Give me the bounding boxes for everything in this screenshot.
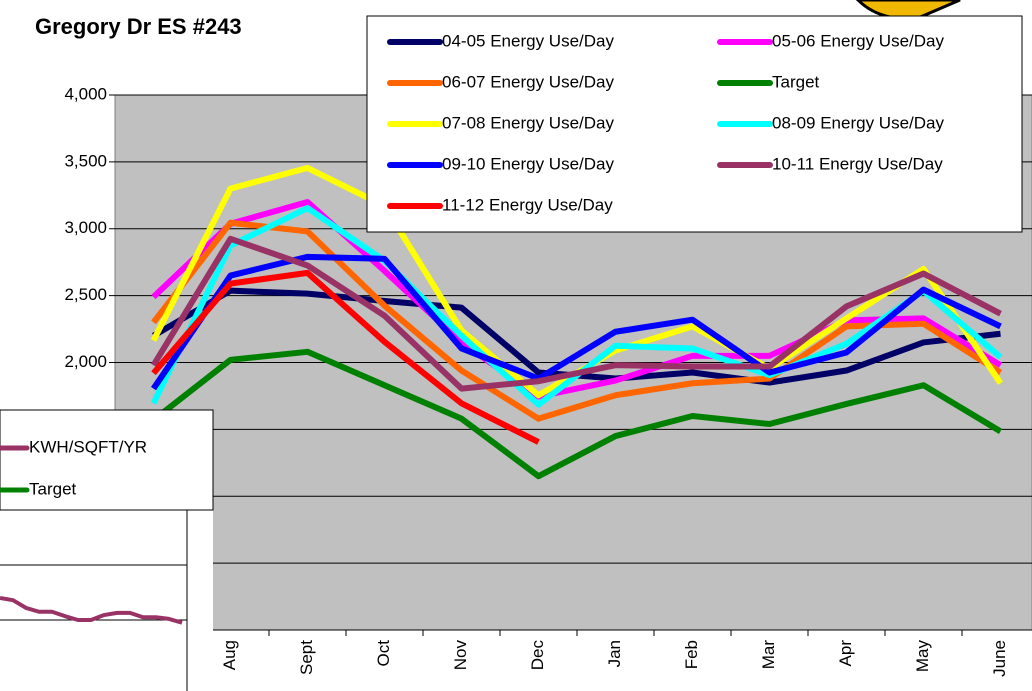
- x-tick-label: Jan: [605, 640, 624, 667]
- legend-label: 08-09 Energy Use/Day: [772, 113, 944, 132]
- y-tick-label: 4,000: [64, 84, 107, 103]
- x-tick-label: Sept: [297, 640, 316, 675]
- legend-label: KWH/SQFT/YR: [29, 437, 147, 456]
- y-tick-label: 2,500: [64, 285, 107, 304]
- x-tick-label: June: [990, 640, 1009, 677]
- lines: [150, 164, 1003, 480]
- x-tick-label: Nov: [451, 640, 470, 671]
- series-line: [151, 269, 540, 445]
- y-tick-label: 2,000: [64, 352, 107, 371]
- legend-label: 04-05 Energy Use/Day: [442, 31, 614, 50]
- legend-label: 11-12 Energy Use/Day: [442, 195, 613, 214]
- inset-plot: [0, 510, 188, 691]
- series-line: [150, 235, 1002, 392]
- x-tick-label: Dec: [528, 640, 547, 671]
- x-tick-label: May: [913, 640, 932, 673]
- legend-label: Target: [29, 479, 77, 498]
- legend-label: 07-08 Energy Use/Day: [442, 113, 614, 132]
- x-tick-label: Mar: [759, 640, 778, 670]
- legend: [366, 15, 1023, 233]
- legend-label: 10-11 Energy Use/Day: [772, 154, 943, 173]
- chart-title: Gregory Dr ES #243: [35, 14, 242, 39]
- x-tick-label: Aug: [220, 640, 239, 670]
- y-tick-label: 3,000: [64, 218, 107, 237]
- series-line: [151, 348, 1003, 480]
- series-line: [0, 596, 183, 625]
- x-tick-label: Apr: [836, 640, 855, 667]
- inset-legend: [0, 409, 214, 511]
- legend-label: 09-10 Energy Use/Day: [442, 154, 614, 173]
- x-tick-label: Oct: [374, 640, 393, 667]
- series-line: [151, 219, 1003, 422]
- y-tick-label: 3,500: [64, 151, 107, 170]
- series-line: [151, 199, 1003, 400]
- legend-entries: 04-05 Energy Use/Day 05-06 Energy Use/Day…: [387, 31, 944, 214]
- x-tick-label: Feb: [682, 640, 701, 669]
- legend-label: 06-07 Energy Use/Day: [442, 72, 614, 91]
- legend-label: Target: [772, 72, 820, 91]
- inset-legend-entries: KWH/SQFT/YR Target: [0, 437, 147, 498]
- legend-label: 05-06 Energy Use/Day: [772, 31, 944, 50]
